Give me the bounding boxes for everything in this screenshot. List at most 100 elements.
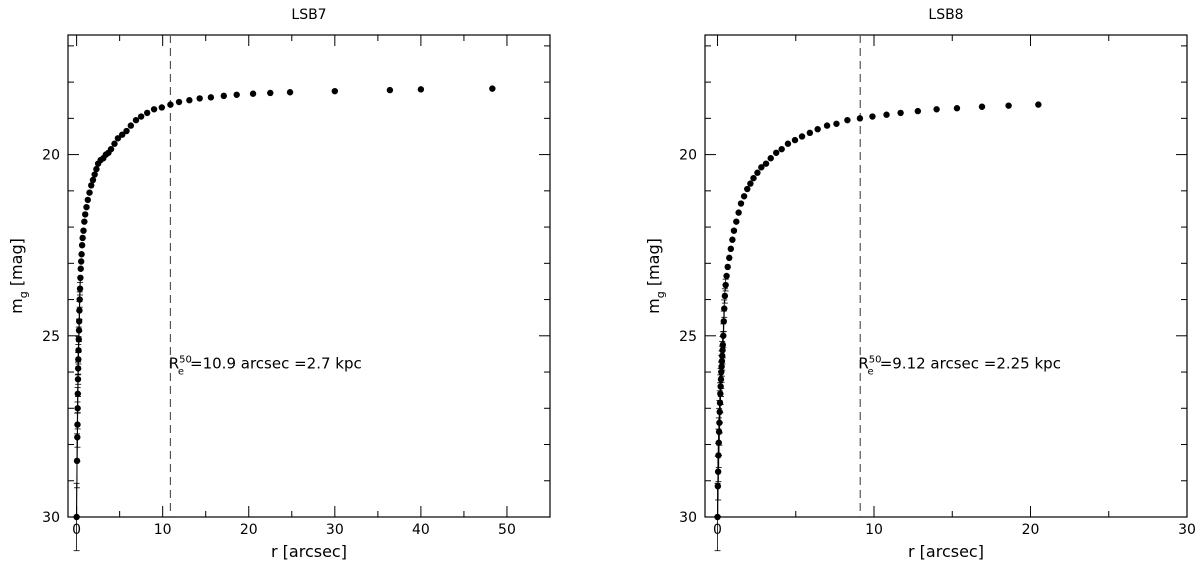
data-point [267,89,274,97]
data-point [77,258,85,265]
annotation-superscript: 50 [179,354,192,365]
data-point [84,196,91,204]
chart-title: LSB7 [291,7,326,23]
data-point [79,234,86,242]
data-point [720,318,727,325]
y-label-unit: [mag] [644,238,663,291]
annotation-main: R [858,354,868,372]
annotation-text: =10.9 arcsec =2.7 kpc [190,354,362,372]
data-point [78,251,85,258]
data-point [747,180,754,187]
data-point [167,101,174,108]
data-point [729,236,736,243]
annotation-main: R [169,354,179,372]
data-point [724,263,731,271]
y-label-subscript: g [654,291,667,298]
data-point [88,182,95,189]
data-point [331,87,339,95]
data-point [143,109,151,117]
data-point [132,116,140,124]
data-point [762,160,770,167]
data-point [137,113,145,120]
data-point [83,203,90,211]
y-tick-label: 30 [42,510,60,526]
data-point [844,116,851,124]
data-point [119,131,126,138]
data-point [721,292,729,300]
data-point [806,129,814,137]
data-point [773,149,780,156]
x-tick-label: 10 [865,522,883,538]
data-point [730,227,738,234]
data-point [833,120,840,127]
data-point [123,127,130,135]
plot-frame [67,34,551,518]
data-point [80,227,87,234]
y-tick-label: 30 [679,510,697,526]
data-point [733,218,740,225]
data-point [1005,102,1012,109]
data-point [978,103,986,110]
data-point [111,140,118,147]
data-point [77,274,84,282]
data-point [720,332,727,339]
data-point [233,91,240,98]
x-axis-label: r [arcsec] [271,542,347,561]
data-point [767,155,774,162]
annotation-subscript: e [868,366,874,377]
y-tick-label: 25 [42,329,60,345]
data-point [1035,101,1042,108]
data-point [196,95,203,102]
plot-frame [704,34,1188,518]
data-point [897,109,904,117]
data-point [86,189,93,196]
data-point [719,341,727,349]
data-point [721,305,728,312]
data-point [158,104,166,111]
data-point [714,513,721,521]
annotation-text: =9.12 arcsec =2.25 kpc [880,354,1061,372]
data-point [784,140,792,147]
y-label-main: m [7,298,26,314]
data-point [740,193,748,200]
x-tick-label: 10 [154,522,172,538]
y-tick-label: 20 [42,148,60,164]
data-point [417,86,425,93]
data-point [78,241,86,249]
annotation-superscript: 50 [869,354,882,365]
data-point [489,85,496,92]
data-point [735,209,742,216]
data-point [883,111,890,118]
x-tick-label: 20 [1022,522,1040,538]
data-point [175,98,183,106]
y-axis-label: mg [mag] [644,238,667,314]
y-axis-label: mg [mag] [7,238,30,314]
data-point [76,296,83,303]
data-point [727,245,735,253]
x-tick-label: 30 [326,522,344,538]
data-point [778,145,785,153]
data-point [107,145,115,153]
data-point [791,136,799,144]
y-label-subscript: g [17,291,30,298]
data-point [722,281,729,289]
x-tick-label: 20 [240,522,258,538]
x-tick-label: 40 [412,522,430,538]
data-point [723,272,730,280]
data-point [77,265,84,272]
data-point [93,165,100,173]
data-point [737,200,745,207]
data-point [114,135,122,142]
data-point [758,164,765,171]
data-point [207,94,215,101]
y-label-main: m [644,298,663,314]
data-point [856,115,864,122]
data-point [933,106,940,113]
data-point [76,285,84,292]
data-point [386,86,394,94]
effective-radius-annotation: R50 e =9.12 arcsec =2.25 kpc [858,354,1061,377]
data-point [750,174,757,182]
data-point [726,254,733,262]
